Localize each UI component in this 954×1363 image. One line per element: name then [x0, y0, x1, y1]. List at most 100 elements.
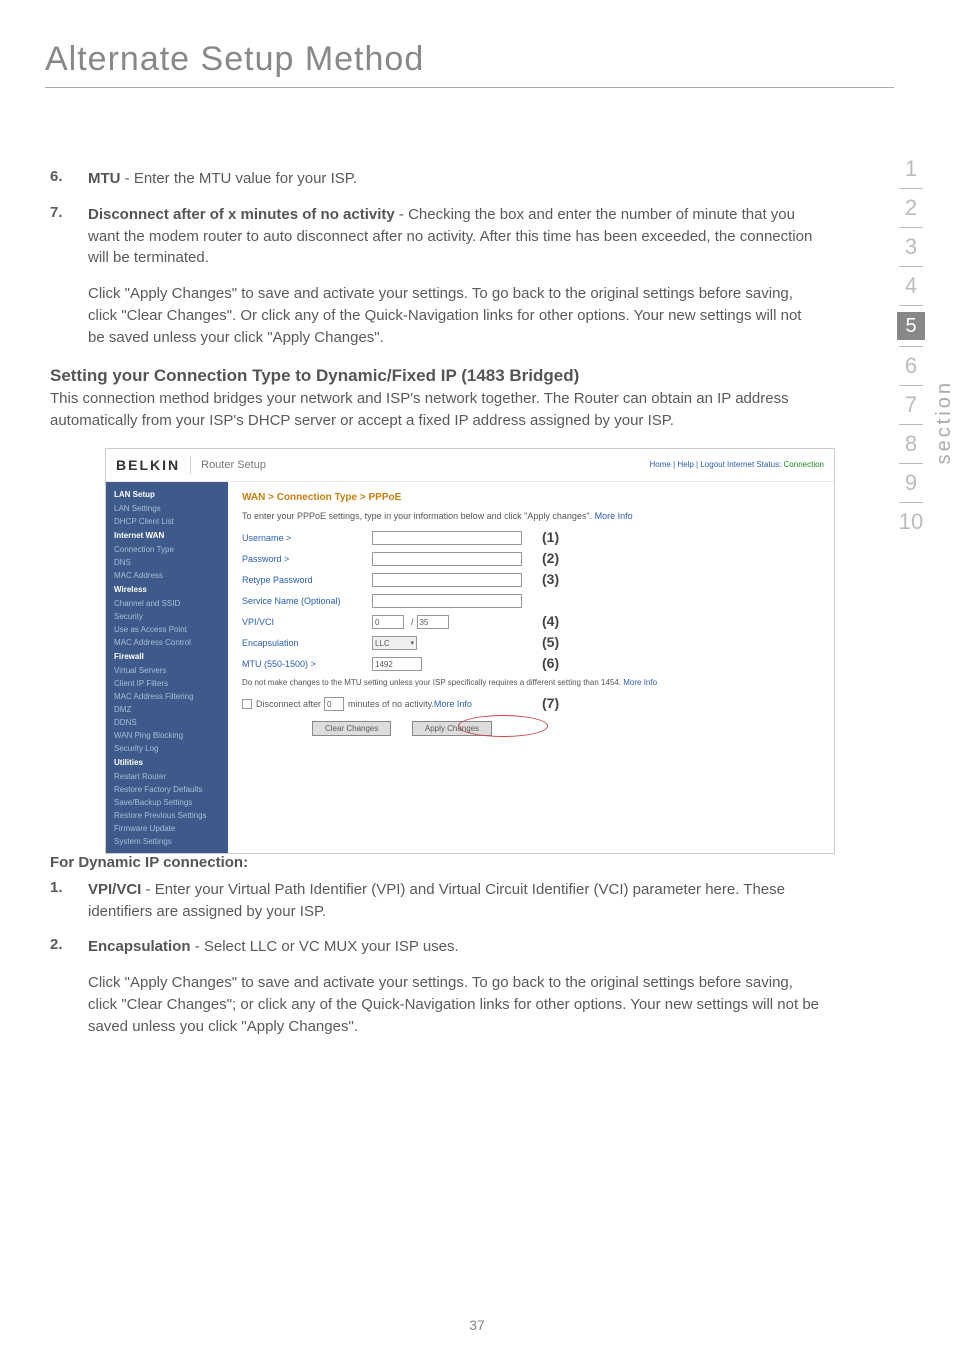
router-screenshot: BELKIN Router Setup Home | Help | Logout…: [105, 448, 835, 854]
sidebar-item[interactable]: Security: [106, 610, 228, 623]
disconnect-label-b: minutes of no activity.: [348, 699, 434, 709]
status-value: Connection: [784, 460, 824, 469]
nav-sep: [899, 424, 923, 425]
sidebar-item[interactable]: Client IP Filters: [106, 677, 228, 690]
section-label: section: [933, 380, 954, 464]
status-links[interactable]: Home | Help | Logout Internet Status:: [650, 460, 784, 469]
chapter-title: Alternate Setup Method: [45, 40, 894, 79]
disconnect-checkbox[interactable]: [242, 699, 252, 709]
slash: /: [411, 617, 414, 627]
sidebar-header: LAN Setup: [106, 487, 228, 502]
sidebar-item[interactable]: Use as Access Point: [106, 623, 228, 636]
item-body: VPI/VCI - Enter your Virtual Path Identi…: [88, 879, 819, 923]
more-info-link[interactable]: More Info: [623, 678, 657, 687]
annotation-7: (7): [542, 695, 559, 711]
nav-sep: [899, 346, 923, 347]
list-item-d2: 2. Encapsulation - Select LLC or VC MUX …: [50, 936, 819, 958]
clear-changes-button[interactable]: Clear Changes: [312, 721, 391, 736]
service-input[interactable]: [372, 594, 522, 608]
nav-10[interactable]: 10: [886, 509, 936, 535]
sidebar-item[interactable]: Virtual Servers: [106, 664, 228, 677]
router-main: LAN Setup LAN Settings DHCP Client List …: [106, 482, 834, 853]
more-info-link[interactable]: More Info: [595, 511, 633, 521]
sidebar-item[interactable]: Save/Backup Settings: [106, 796, 228, 809]
mtu-input[interactable]: 1492: [372, 657, 422, 671]
highlight-circle: [458, 715, 548, 737]
annotation-6: (6): [542, 655, 559, 671]
sidebar-item[interactable]: MAC Address Control: [106, 636, 228, 649]
nav-2[interactable]: 2: [886, 195, 936, 221]
password-input[interactable]: [372, 552, 522, 566]
form-row-disconnect: Disconnect after 0 minutes of no activit…: [242, 697, 820, 711]
nav-6[interactable]: 6: [886, 353, 936, 379]
sidebar-item[interactable]: LAN Settings: [106, 502, 228, 515]
username-input[interactable]: [372, 531, 522, 545]
sidebar-header: Internet WAN: [106, 528, 228, 543]
page-number: 37: [0, 1317, 954, 1333]
section-heading: Setting your Connection Type to Dynamic/…: [50, 366, 819, 386]
router-title: Router Setup: [201, 459, 266, 471]
form-description: To enter your PPPoE settings, type in yo…: [242, 511, 820, 521]
sidebar-item[interactable]: Firmware Update: [106, 822, 228, 835]
nav-3[interactable]: 3: [886, 234, 936, 260]
vpi-input[interactable]: 0: [372, 615, 404, 629]
sidebar-item[interactable]: Restore Previous Settings: [106, 809, 228, 822]
nav-1[interactable]: 1: [886, 156, 936, 182]
nav-9[interactable]: 9: [886, 470, 936, 496]
button-row: Clear Changes Apply Changes: [312, 721, 820, 736]
sub-heading-dynamic: For Dynamic IP connection:: [50, 854, 819, 871]
annotation-2: (2): [542, 550, 559, 566]
annotation-4: (4): [542, 613, 559, 629]
main-content: 6. MTU - Enter the MTU value for your IS…: [45, 168, 894, 1037]
nav-sep: [899, 227, 923, 228]
sidebar-item[interactable]: Connection Type: [106, 543, 228, 556]
list-item-d1: 1. VPI/VCI - Enter your Virtual Path Ide…: [50, 879, 819, 923]
item-body: MTU - Enter the MTU value for your ISP.: [88, 168, 819, 190]
vci-input[interactable]: 35: [417, 615, 449, 629]
sidebar-item[interactable]: Restore Factory Defaults: [106, 783, 228, 796]
breadcrumb: WAN > Connection Type > PPPoE: [242, 492, 820, 503]
form-row-password: Password > (2): [242, 552, 820, 566]
divider: [190, 456, 191, 474]
sidebar-item[interactable]: DHCP Client List: [106, 515, 228, 528]
form-row-encap: Encapsulation LLC (5): [242, 636, 820, 650]
sidebar-header: Firewall: [106, 649, 228, 664]
sidebar-item[interactable]: MAC Address Filtering: [106, 690, 228, 703]
annotation-1: (1): [542, 529, 559, 545]
sidebar-item[interactable]: DNS: [106, 556, 228, 569]
item-text: - Select LLC or VC MUX your ISP uses.: [191, 938, 459, 955]
sidebar-item[interactable]: WAN Ping Blocking: [106, 729, 228, 742]
sidebar-item[interactable]: Channel and SSID: [106, 597, 228, 610]
item-body: Encapsulation - Select LLC or VC MUX you…: [88, 936, 819, 958]
sidebar-item[interactable]: MAC Address: [106, 569, 228, 582]
sidebar-header: Wireless: [106, 582, 228, 597]
sidebar-item[interactable]: DMZ: [106, 703, 228, 716]
retype-input[interactable]: [372, 573, 522, 587]
sidebar-item[interactable]: Security Log: [106, 742, 228, 755]
section-body: This connection method bridges your netw…: [50, 388, 819, 432]
disconnect-label-a: Disconnect after: [256, 699, 321, 709]
nav-5-active[interactable]: 5: [897, 312, 925, 340]
item-number: 7.: [50, 204, 88, 269]
nav-7[interactable]: 7: [886, 392, 936, 418]
service-label: Service Name (Optional): [242, 596, 372, 606]
encap-select[interactable]: LLC: [372, 636, 417, 650]
item-label: MTU: [88, 170, 121, 187]
nav-sep: [899, 385, 923, 386]
item-label: Disconnect after of x minutes of no acti…: [88, 206, 395, 223]
nav-8[interactable]: 8: [886, 431, 936, 457]
sidebar-item[interactable]: DDNS: [106, 716, 228, 729]
disconnect-input[interactable]: 0: [324, 697, 344, 711]
item-text: - Enter the MTU value for your ISP.: [121, 170, 357, 187]
nav-4[interactable]: 4: [886, 273, 936, 299]
mtu-note: Do not make changes to the MTU setting u…: [242, 678, 820, 687]
nav-sep: [899, 305, 923, 306]
note-text: Do not make changes to the MTU setting u…: [242, 678, 623, 687]
mtu-label: MTU (550-1500) >: [242, 659, 372, 669]
sidebar-item[interactable]: Restart Router: [106, 770, 228, 783]
desc-text: To enter your PPPoE settings, type in yo…: [242, 511, 595, 521]
annotation-3: (3): [542, 571, 559, 587]
sidebar-item[interactable]: System Settings: [106, 835, 228, 848]
list-item-6: 6. MTU - Enter the MTU value for your IS…: [50, 168, 819, 190]
more-info-link[interactable]: More Info: [434, 699, 472, 709]
